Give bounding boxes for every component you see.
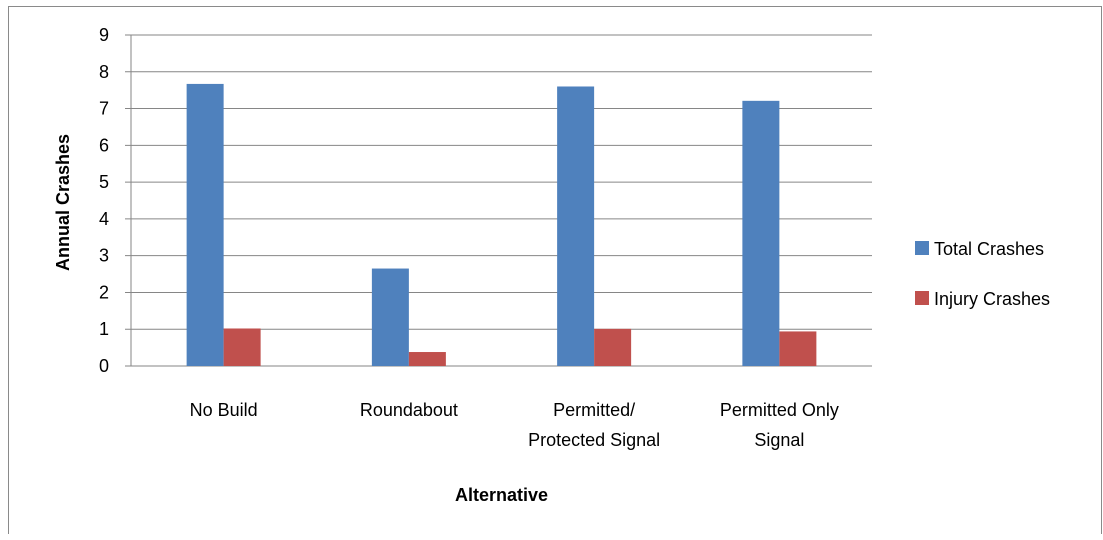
- bar-total-crashes: [742, 100, 780, 367]
- y-tick-label: 9: [99, 25, 109, 45]
- legend-label: Total Crashes: [934, 239, 1044, 259]
- legend-swatch: [915, 241, 929, 255]
- x-category-label: Permitted/: [553, 400, 635, 420]
- bars: [186, 83, 817, 367]
- bar-total-crashes: [371, 268, 409, 366]
- bar-total-crashes: [557, 86, 595, 366]
- y-tick-labels: 0 1 2 3 4 5 6 7 8 9: [99, 25, 109, 376]
- y-axis-title: Annual Crashes: [53, 134, 73, 271]
- y-tick-label: 6: [99, 135, 109, 155]
- y-tick-label: 5: [99, 172, 109, 192]
- bar-injury-crashes: [223, 328, 261, 366]
- bar-injury-crashes: [594, 328, 632, 366]
- y-tick-label: 8: [99, 62, 109, 82]
- x-category-label: Roundabout: [360, 400, 458, 420]
- legend-label: Injury Crashes: [934, 289, 1050, 309]
- legend: Total Crashes Injury Crashes: [915, 239, 1050, 309]
- y-tick-label: 1: [99, 319, 109, 339]
- x-category-label: No Build: [190, 400, 258, 420]
- bar-total-crashes: [186, 83, 224, 367]
- y-tick-label: 7: [99, 99, 109, 119]
- chart-frame: 0 1 2 3 4 5 6 7 8 9 No Build Roundabout Permitted/P…: [8, 6, 1102, 534]
- y-tick-label: 2: [99, 282, 109, 302]
- bar-chart: 0 1 2 3 4 5 6 7 8 9 No Build Roundabout Permitted/P…: [53, 25, 1050, 505]
- x-category-label: Permitted Only: [720, 400, 839, 420]
- legend-swatch: [915, 291, 929, 305]
- y-tick-label: 4: [99, 209, 109, 229]
- bar-injury-crashes: [408, 352, 446, 366]
- x-category-labels: No Build Roundabout Permitted/Protected Si…: [190, 400, 839, 450]
- x-category-label: Protected Signal: [528, 430, 660, 450]
- y-tick-label: 3: [99, 246, 109, 266]
- y-tick-label: 0: [99, 356, 109, 376]
- x-category-label: Signal: [754, 430, 804, 450]
- bar-injury-crashes: [779, 331, 817, 366]
- x-axis-title: Alternative: [455, 485, 548, 505]
